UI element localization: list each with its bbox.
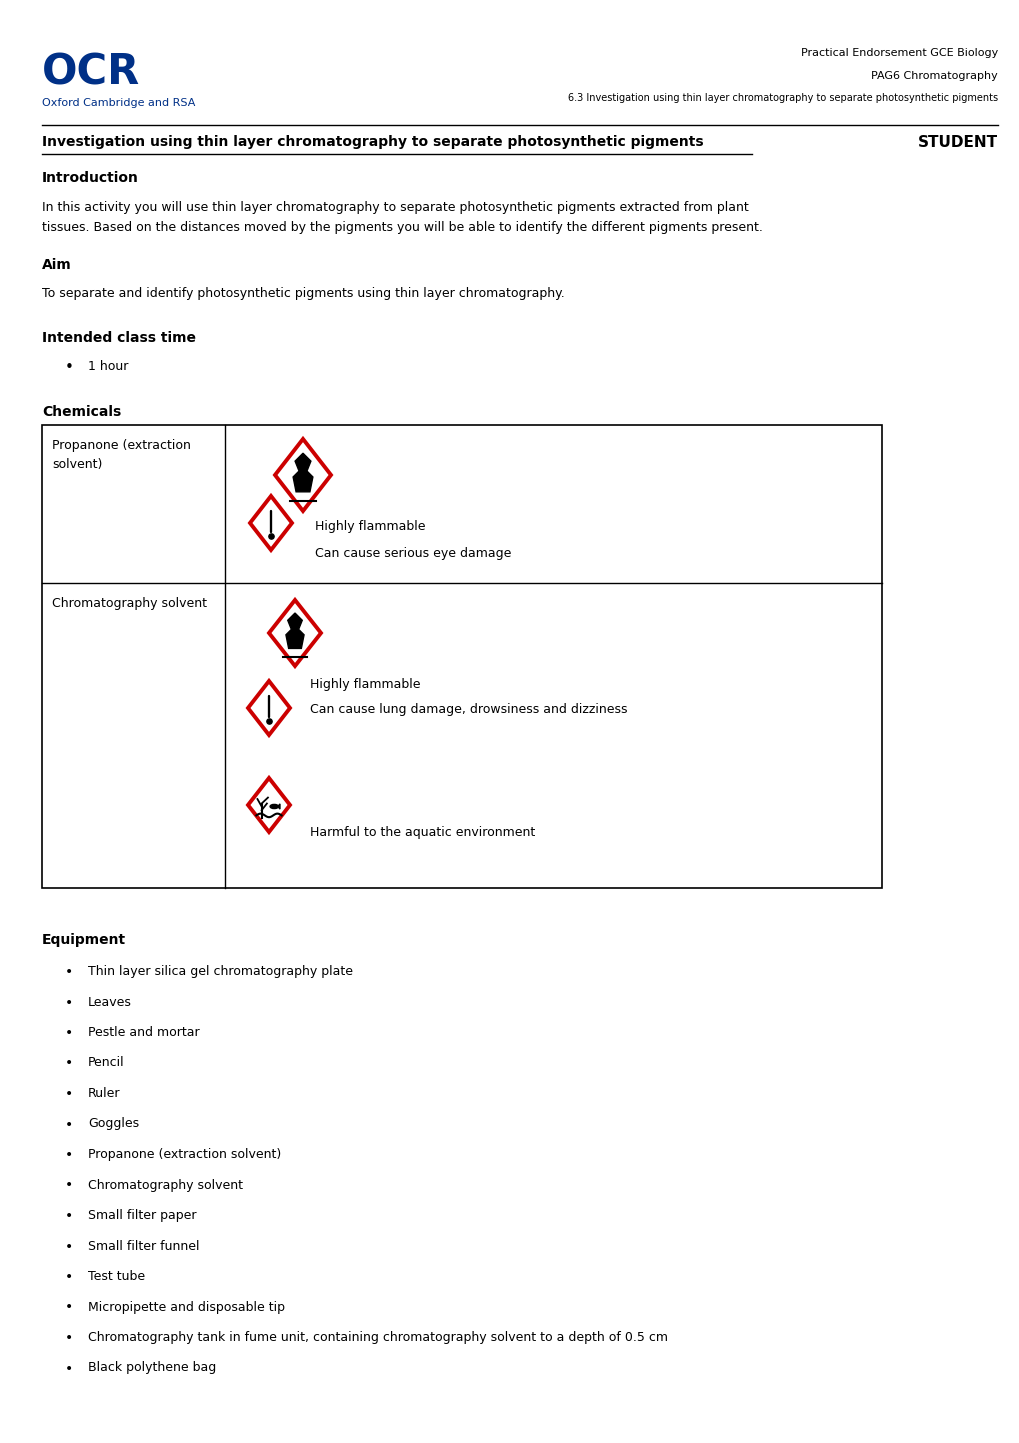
Text: •: • (65, 965, 73, 978)
Text: •: • (65, 1026, 73, 1040)
Text: Chromatography solvent: Chromatography solvent (52, 597, 207, 610)
Text: •: • (65, 1117, 73, 1131)
Polygon shape (250, 496, 291, 550)
Text: •: • (65, 359, 73, 375)
Text: •: • (65, 1056, 73, 1071)
Text: STUDENT: STUDENT (917, 136, 997, 150)
Text: To separate and identify photosynthetic pigments using thin layer chromatography: To separate and identify photosynthetic … (42, 287, 565, 300)
Text: Highly flammable: Highly flammable (315, 519, 425, 532)
Text: Aim: Aim (42, 258, 71, 271)
Text: Practical Endorsement GCE Biology: Practical Endorsement GCE Biology (800, 48, 997, 58)
Ellipse shape (270, 804, 278, 808)
Text: Black polythene bag: Black polythene bag (88, 1362, 216, 1375)
Text: •: • (65, 1300, 73, 1315)
Text: Propanone (extraction
solvent): Propanone (extraction solvent) (52, 439, 191, 470)
Text: Pencil: Pencil (88, 1056, 124, 1069)
Polygon shape (292, 453, 313, 492)
Text: •: • (65, 1209, 73, 1224)
Text: Goggles: Goggles (88, 1117, 139, 1130)
Text: OCR: OCR (42, 51, 141, 92)
Text: Intended class time: Intended class time (42, 330, 196, 345)
Text: Test tube: Test tube (88, 1270, 145, 1283)
Text: Harmful to the aquatic environment: Harmful to the aquatic environment (310, 825, 535, 838)
Text: 1 hour: 1 hour (88, 359, 128, 372)
Text: Chromatography solvent: Chromatography solvent (88, 1179, 243, 1192)
Text: Highly flammable: Highly flammable (310, 678, 420, 691)
Text: Chromatography tank in fume unit, containing chromatography solvent to a depth o: Chromatography tank in fume unit, contai… (88, 1330, 667, 1343)
Text: •: • (65, 1362, 73, 1375)
Text: •: • (65, 996, 73, 1010)
Text: Pestle and mortar: Pestle and mortar (88, 1026, 200, 1039)
Polygon shape (248, 681, 289, 734)
Text: •: • (65, 1270, 73, 1284)
Text: 6.3 Investigation using thin layer chromatography to separate photosynthetic pig: 6.3 Investigation using thin layer chrom… (568, 92, 997, 102)
Text: Small filter funnel: Small filter funnel (88, 1240, 200, 1253)
Polygon shape (285, 613, 304, 648)
Text: •: • (65, 1240, 73, 1254)
Text: PAG6 Chromatography: PAG6 Chromatography (870, 71, 997, 81)
Text: •: • (65, 1149, 73, 1162)
Polygon shape (277, 804, 279, 810)
Text: Can cause lung damage, drowsiness and dizziness: Can cause lung damage, drowsiness and di… (310, 703, 627, 716)
Text: Equipment: Equipment (42, 934, 126, 947)
Text: •: • (65, 1330, 73, 1345)
Text: Investigation using thin layer chromatography to separate photosynthetic pigment: Investigation using thin layer chromatog… (42, 136, 703, 149)
Polygon shape (248, 778, 289, 833)
Bar (42, 426, 881, 887)
Text: In this activity you will use thin layer chromatography to separate photosynthet: In this activity you will use thin layer… (42, 201, 762, 234)
Text: •: • (65, 1087, 73, 1101)
Polygon shape (275, 439, 331, 511)
Text: Leaves: Leaves (88, 996, 131, 1009)
Text: Introduction: Introduction (42, 172, 139, 185)
Text: Propanone (extraction solvent): Propanone (extraction solvent) (88, 1149, 281, 1162)
Text: Chemicals: Chemicals (42, 405, 121, 418)
Text: Can cause serious eye damage: Can cause serious eye damage (315, 547, 511, 560)
Text: Oxford Cambridge and RSA: Oxford Cambridge and RSA (42, 98, 196, 108)
Text: Thin layer silica gel chromatography plate: Thin layer silica gel chromatography pla… (88, 965, 353, 978)
Text: Micropipette and disposable tip: Micropipette and disposable tip (88, 1300, 284, 1313)
Polygon shape (269, 600, 321, 667)
Text: •: • (65, 1179, 73, 1192)
Text: Ruler: Ruler (88, 1087, 120, 1100)
Text: Small filter paper: Small filter paper (88, 1209, 197, 1222)
